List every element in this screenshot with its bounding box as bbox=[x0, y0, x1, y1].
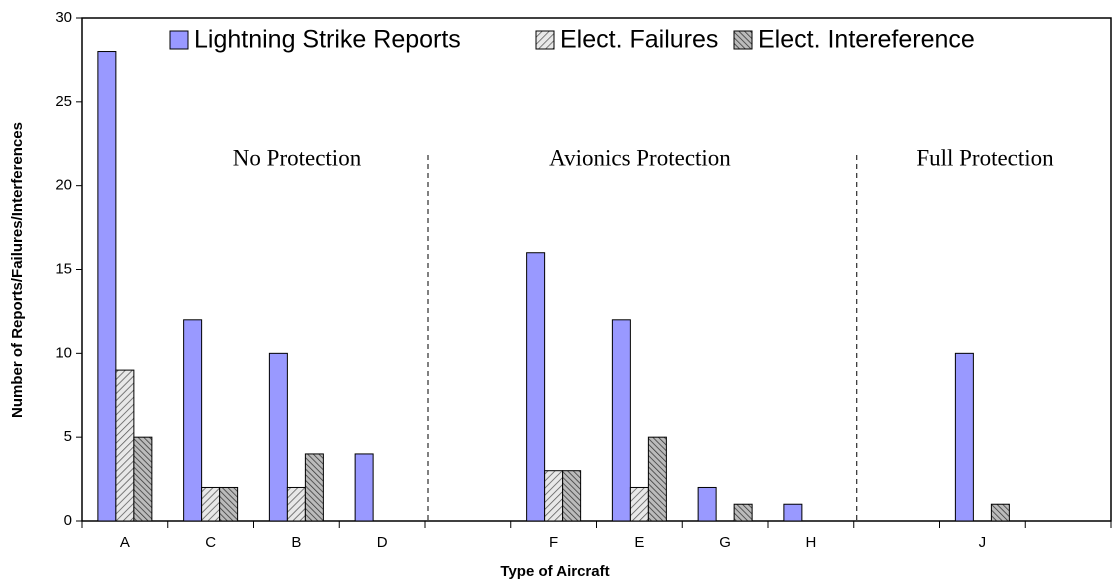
bar bbox=[286, 486, 306, 522]
x-tick-label: J bbox=[979, 534, 987, 551]
bar bbox=[133, 436, 153, 522]
bar bbox=[783, 503, 803, 522]
x-tick-label: B bbox=[291, 534, 301, 551]
x-tick-label: F bbox=[549, 534, 558, 551]
bar bbox=[354, 453, 374, 522]
bar bbox=[201, 486, 221, 522]
bar bbox=[629, 486, 649, 522]
bar bbox=[697, 486, 717, 522]
bar bbox=[268, 352, 288, 522]
y-tick-label: 5 bbox=[64, 428, 72, 445]
x-tick-label: E bbox=[634, 534, 644, 551]
y-tick-label: 15 bbox=[55, 260, 72, 277]
y-tick-label: 0 bbox=[64, 512, 72, 529]
bar bbox=[97, 51, 117, 522]
y-tick-label: 30 bbox=[55, 9, 72, 26]
legend-swatch bbox=[169, 30, 189, 50]
x-tick-label: H bbox=[805, 534, 816, 551]
x-axis-title: Type of Aircraft bbox=[500, 563, 609, 580]
annotation: Avionics Protection bbox=[549, 145, 731, 170]
bar bbox=[611, 319, 631, 522]
annotation: Full Protection bbox=[916, 145, 1054, 170]
bar bbox=[544, 470, 564, 522]
bar bbox=[115, 369, 135, 522]
legend-swatch bbox=[733, 30, 753, 50]
y-tick-label: 10 bbox=[55, 344, 72, 361]
x-tick-label: G bbox=[719, 534, 731, 551]
y-tick-label: 25 bbox=[55, 93, 72, 110]
legend-label: Elect. Intereference bbox=[758, 26, 975, 54]
legend-label: Elect. Failures bbox=[560, 26, 718, 54]
x-tick-label: A bbox=[120, 534, 130, 551]
bar bbox=[733, 503, 753, 522]
bar bbox=[562, 470, 582, 522]
bar bbox=[304, 453, 324, 522]
annotation: No Protection bbox=[233, 145, 362, 170]
bar bbox=[526, 252, 546, 522]
bar bbox=[183, 319, 203, 522]
x-tick-label: D bbox=[377, 534, 388, 551]
bar bbox=[219, 486, 239, 522]
bar bbox=[647, 436, 667, 522]
bar bbox=[954, 352, 974, 522]
y-axis-title: Number of Reports/Failures/Interferences bbox=[9, 122, 26, 418]
x-tick-label: C bbox=[205, 534, 216, 551]
bar bbox=[990, 503, 1010, 522]
legend-label: Lightning Strike Reports bbox=[194, 26, 461, 54]
legend-swatch bbox=[535, 30, 555, 50]
y-tick-label: 20 bbox=[55, 177, 72, 194]
